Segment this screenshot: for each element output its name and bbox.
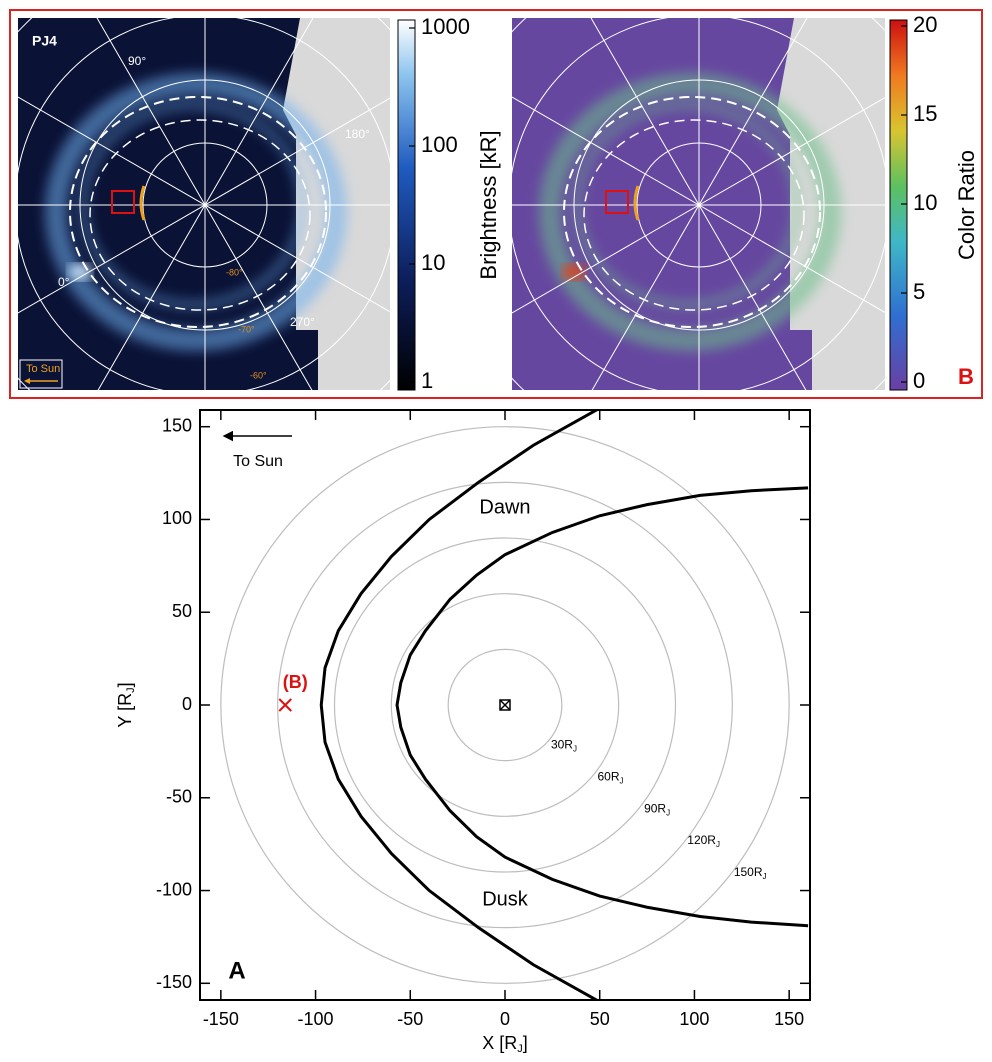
ring-label: 120RJ — [687, 833, 720, 849]
colorbar: 0 5 10 15 20 Color Ratio — [890, 12, 979, 393]
ring-label: 30RJ — [551, 738, 577, 754]
panel-label: B — [958, 364, 974, 389]
x-axis-label-end: ] — [523, 1033, 528, 1053]
colorbar-tick-label: 1000 — [421, 14, 470, 39]
boundary-curve — [321, 408, 599, 1002]
longitude-label: 90° — [128, 54, 146, 68]
x-tick-label: -150 — [203, 1009, 239, 1029]
y-tick-label: 50 — [172, 601, 192, 621]
jupiter-marker — [500, 700, 510, 710]
y-tick-label: 100 — [162, 508, 192, 528]
jupiter-cross — [500, 700, 510, 710]
ring-label: 60RJ — [598, 770, 624, 786]
y-axis-label-end: ] — [115, 682, 135, 687]
y-tick-label: -150 — [156, 972, 192, 992]
ring-label-sub: J — [573, 745, 577, 754]
ring-label-text: 150R — [734, 865, 763, 879]
y-tick-label: 0 — [182, 694, 192, 714]
dusk-label: Dusk — [482, 888, 529, 910]
sun-label: To Sun — [26, 363, 60, 375]
sun-label: To Sun — [233, 453, 283, 470]
colorbar-fill — [398, 20, 415, 390]
x-tick-label: 50 — [590, 1009, 610, 1029]
x-tick-label: -100 — [298, 1009, 334, 1029]
latitude-label: -70° — [238, 324, 255, 334]
colorbar: 1 10 100 1000 Brightness [kR] — [398, 14, 501, 393]
latitude-label: -60° — [250, 370, 267, 380]
panel-label: A — [228, 957, 245, 984]
map-label: PJ4 — [32, 33, 57, 49]
latitude-label: -80° — [226, 267, 243, 277]
boundary-curve — [397, 488, 808, 926]
ring-label: 90RJ — [644, 801, 670, 817]
ring-label-sub: J — [666, 808, 670, 817]
colorbar-tick-label: 0 — [913, 368, 925, 393]
ring-label-text: 120R — [687, 833, 716, 847]
ring-label-text: 30R — [551, 738, 573, 752]
x-tick-label: 0 — [500, 1009, 510, 1029]
colorbar-label: Brightness [kR] — [476, 130, 501, 279]
colorbar-tick-label: 10 — [913, 190, 937, 215]
colorbar-tick-label: 15 — [913, 101, 937, 126]
colorbar-tick-label: 100 — [421, 132, 458, 157]
footprint-marker — [279, 699, 291, 711]
longitude-label: 270° — [290, 315, 315, 329]
colorbar-tick-label: 1 — [421, 368, 433, 393]
y-axis-label: Y [RJ] — [115, 682, 137, 727]
footprint-label: (B) — [283, 672, 308, 692]
ring-label-sub: J — [763, 872, 767, 881]
x-axis-label: X [RJ] — [482, 1033, 528, 1055]
ring-label: 150RJ — [734, 865, 767, 881]
colorbar-label: Color Ratio — [954, 150, 979, 260]
colorbar-tick-label: 20 — [913, 12, 937, 37]
ring-label-text: 90R — [644, 801, 666, 815]
ring-label-sub: J — [716, 840, 720, 849]
colorbar-tick-label: 5 — [913, 279, 925, 304]
y-axis-label-text: Y [R — [115, 693, 135, 728]
figure: PJ4 90° 180° 0° 270° -80° -70° -60° To Sun B 1 10 10… — [0, 0, 992, 1057]
dawn-label: Dawn — [479, 496, 530, 518]
x-tick-label: -50 — [397, 1009, 423, 1029]
x-tick-label: 100 — [679, 1009, 709, 1029]
longitude-label: 180° — [345, 127, 370, 141]
y-tick-label: -100 — [156, 879, 192, 899]
ring-label-sub: J — [620, 776, 624, 785]
y-tick-label: 150 — [162, 415, 192, 435]
x-axis-label-text: X [R — [482, 1033, 517, 1053]
longitude-label: 0° — [58, 275, 70, 289]
colorbar-fill — [890, 20, 907, 390]
y-tick-label: -50 — [166, 787, 192, 807]
x-tick-label: 150 — [774, 1009, 804, 1029]
ring-label-text: 60R — [598, 770, 620, 784]
colorbar-tick-label: 10 — [421, 250, 445, 275]
